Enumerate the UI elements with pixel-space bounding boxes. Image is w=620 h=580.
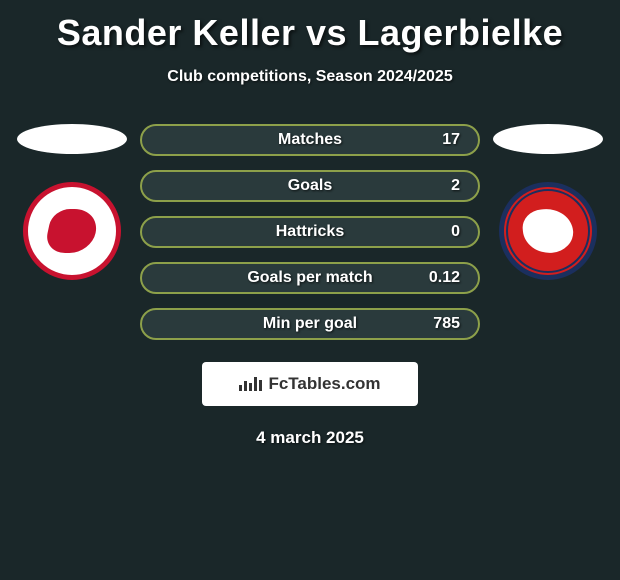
- stat-right-value: 785: [400, 315, 460, 333]
- stat-bar-matches: Matches 17: [140, 124, 480, 156]
- subtitle: Club competitions, Season 2024/2025: [0, 68, 620, 86]
- stat-label: Goals: [220, 177, 400, 195]
- date-label: 4 march 2025: [0, 428, 620, 448]
- page-title: Sander Keller vs Lagerbielke: [0, 0, 620, 54]
- stat-bar-goals-per-match: Goals per match 0.12: [140, 262, 480, 294]
- stat-bar-min-per-goal: Min per goal 785: [140, 308, 480, 340]
- stats-column: Matches 17 Goals 2 Hattricks 0 Goals per…: [140, 124, 480, 340]
- stat-bar-hattricks: Hattricks 0: [140, 216, 480, 248]
- right-player-col: [488, 124, 608, 280]
- bar-chart-icon: [239, 377, 262, 391]
- left-club-badge: [23, 182, 121, 280]
- comparison-row: Matches 17 Goals 2 Hattricks 0 Goals per…: [0, 124, 620, 340]
- right-player-avatar: [493, 124, 603, 154]
- left-player-avatar: [17, 124, 127, 154]
- stat-right-value: 17: [400, 131, 460, 149]
- stat-bar-goals: Goals 2: [140, 170, 480, 202]
- stat-label: Matches: [220, 131, 400, 149]
- right-club-badge: [499, 182, 597, 280]
- left-player-col: [12, 124, 132, 280]
- watermark-text: FcTables.com: [268, 374, 380, 394]
- watermark: FcTables.com: [202, 362, 418, 406]
- stat-right-value: 0: [400, 223, 460, 241]
- stat-label: Goals per match: [220, 269, 400, 287]
- stat-label: Hattricks: [220, 223, 400, 241]
- stat-right-value: 0.12: [400, 269, 460, 287]
- stat-label: Min per goal: [220, 315, 400, 333]
- stat-right-value: 2: [400, 177, 460, 195]
